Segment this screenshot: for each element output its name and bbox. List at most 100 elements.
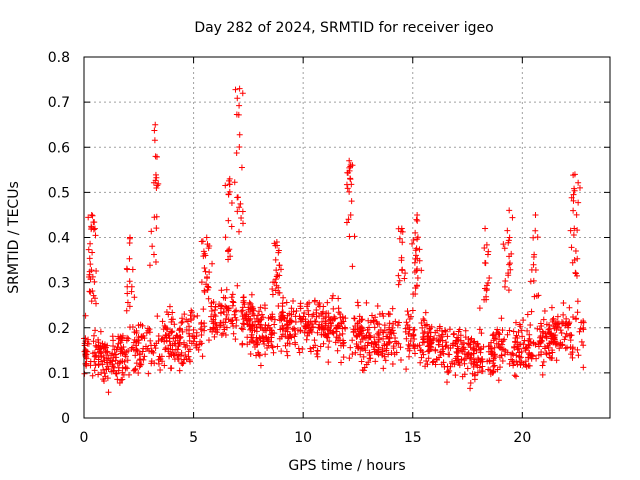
data-point <box>532 227 539 234</box>
axis-ticks: 0 0.1 0.2 0.3 0.4 0.5 0.6 0.7 0.8 0 5 10 15 20 <box>48 50 610 446</box>
data-point <box>382 357 389 364</box>
data-point <box>257 362 264 369</box>
data-point <box>138 333 145 340</box>
data-point <box>543 321 550 328</box>
data-point <box>434 356 441 363</box>
data-point <box>82 312 89 319</box>
data-point <box>495 377 502 384</box>
data-point <box>409 307 416 314</box>
data-point <box>289 326 296 333</box>
data-point <box>374 302 381 309</box>
data-point <box>111 364 118 371</box>
data-point <box>284 352 291 359</box>
data-point <box>580 364 587 371</box>
data-point <box>233 111 240 118</box>
data-point <box>126 371 133 378</box>
data-point <box>550 315 557 322</box>
data-point <box>564 344 571 351</box>
data-point <box>538 351 545 358</box>
data-point <box>428 323 435 330</box>
data-point <box>163 325 170 332</box>
data-point <box>128 288 135 295</box>
data-point <box>532 341 539 348</box>
data-point <box>497 364 504 371</box>
data-point <box>85 214 92 221</box>
data-point <box>205 284 212 291</box>
data-point <box>226 181 233 188</box>
data-point <box>229 302 236 309</box>
data-point <box>365 329 372 336</box>
data-point <box>204 283 211 290</box>
data-point <box>176 367 183 374</box>
data-point <box>462 327 469 334</box>
data-point <box>150 179 157 186</box>
data-point <box>534 234 541 241</box>
data-point <box>299 346 306 353</box>
data-point <box>575 179 582 186</box>
data-point <box>133 327 140 334</box>
data-point <box>118 345 125 352</box>
data-point <box>316 313 323 320</box>
data-point <box>411 335 418 342</box>
data-point <box>310 324 317 331</box>
data-point <box>437 349 444 356</box>
data-point <box>234 95 241 102</box>
data-point <box>211 326 218 333</box>
data-point <box>499 327 506 334</box>
data-point <box>362 347 369 354</box>
data-point <box>512 319 519 326</box>
data-point <box>230 330 237 337</box>
data-point <box>89 350 96 357</box>
data-point <box>301 329 308 336</box>
data-point <box>381 327 388 334</box>
data-point <box>331 313 338 320</box>
data-point <box>444 379 451 386</box>
data-point <box>286 340 293 347</box>
data-point <box>530 261 537 268</box>
data-point <box>323 310 330 317</box>
data-point <box>530 253 537 260</box>
data-point <box>385 310 392 317</box>
data-point <box>198 326 205 333</box>
data-point <box>366 349 373 356</box>
data-point <box>314 329 321 336</box>
data-point <box>575 199 582 206</box>
data-point <box>420 351 427 358</box>
data-point <box>283 348 290 355</box>
data-point <box>369 312 376 319</box>
data-point <box>405 330 412 337</box>
data-point <box>297 303 304 310</box>
data-point <box>330 330 337 337</box>
data-point <box>553 357 560 364</box>
data-point <box>248 325 255 332</box>
data-point <box>220 330 227 337</box>
data-point <box>122 351 129 358</box>
data-point <box>123 307 130 314</box>
data-point <box>506 261 513 268</box>
data-point <box>474 355 481 362</box>
data-point <box>129 266 136 273</box>
data-point <box>513 373 520 380</box>
data-point <box>234 282 241 289</box>
data-point <box>420 316 427 323</box>
data-point <box>126 303 133 310</box>
data-point <box>416 342 423 349</box>
data-point <box>278 316 285 323</box>
data-point <box>178 359 185 366</box>
data-point <box>414 275 421 282</box>
data-point <box>129 324 136 331</box>
data-point <box>153 213 160 220</box>
data-point <box>178 349 185 356</box>
data-point <box>508 351 515 358</box>
data-point <box>88 298 95 305</box>
data-point <box>570 191 577 198</box>
data-point <box>233 150 240 157</box>
data-point <box>144 325 151 332</box>
data-point <box>537 334 544 341</box>
data-point <box>130 339 137 346</box>
data-point <box>139 322 146 329</box>
data-point <box>411 259 418 266</box>
data-point <box>309 313 316 320</box>
data-point <box>514 343 521 350</box>
data-point <box>162 346 169 353</box>
